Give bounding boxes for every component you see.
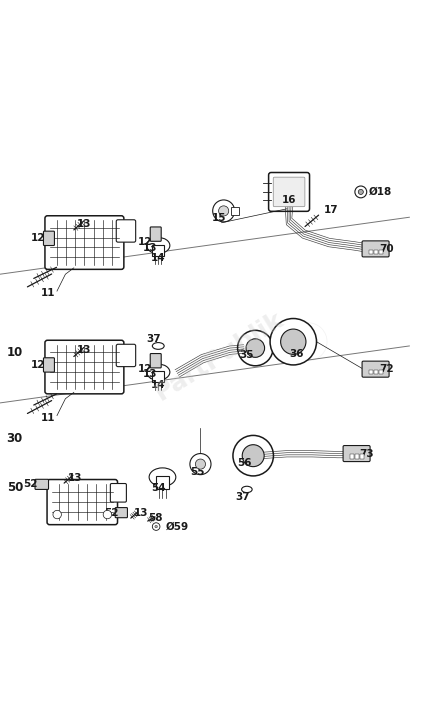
Text: 10: 10: [7, 346, 23, 359]
Circle shape: [213, 200, 235, 222]
FancyBboxPatch shape: [35, 479, 49, 489]
FancyBboxPatch shape: [362, 361, 389, 377]
Circle shape: [155, 525, 157, 528]
Ellipse shape: [147, 364, 170, 380]
Text: 12: 12: [31, 233, 45, 243]
Bar: [350, 454, 354, 458]
FancyBboxPatch shape: [111, 483, 127, 502]
Circle shape: [270, 319, 316, 365]
Ellipse shape: [241, 486, 252, 493]
Text: PartPublik: PartPublik: [151, 307, 288, 406]
Text: 13: 13: [68, 473, 82, 483]
FancyBboxPatch shape: [45, 216, 124, 270]
Text: 11: 11: [41, 413, 56, 423]
Text: 58: 58: [148, 513, 162, 523]
Text: 13: 13: [134, 508, 149, 518]
FancyBboxPatch shape: [343, 446, 370, 461]
FancyBboxPatch shape: [45, 340, 124, 394]
FancyBboxPatch shape: [116, 220, 135, 242]
Text: 52: 52: [23, 479, 38, 489]
Text: Ø59: Ø59: [166, 522, 189, 532]
Text: 37: 37: [147, 334, 161, 344]
Circle shape: [233, 436, 273, 476]
FancyBboxPatch shape: [269, 173, 310, 211]
Circle shape: [358, 190, 363, 195]
FancyBboxPatch shape: [273, 177, 305, 207]
Circle shape: [246, 339, 265, 357]
Bar: [374, 250, 378, 254]
Text: 50: 50: [7, 481, 23, 494]
Text: 37: 37: [235, 492, 250, 502]
Text: 13: 13: [77, 219, 92, 229]
Circle shape: [190, 453, 211, 475]
FancyBboxPatch shape: [150, 354, 161, 368]
Text: 17: 17: [324, 205, 338, 215]
Bar: [152, 245, 164, 256]
FancyBboxPatch shape: [116, 344, 135, 366]
Bar: [374, 370, 378, 374]
Circle shape: [219, 206, 229, 216]
FancyBboxPatch shape: [115, 508, 127, 518]
Text: 30: 30: [7, 432, 23, 446]
Bar: [379, 250, 383, 254]
Bar: [355, 454, 359, 458]
Text: 12: 12: [31, 360, 45, 370]
Ellipse shape: [147, 237, 170, 254]
Text: 55: 55: [190, 467, 205, 477]
Text: 12: 12: [138, 237, 152, 247]
Text: 12: 12: [138, 364, 152, 374]
Circle shape: [281, 329, 306, 354]
Circle shape: [53, 511, 62, 519]
Text: 15: 15: [212, 213, 227, 223]
Text: Ø18: Ø18: [369, 187, 392, 197]
Text: 56: 56: [238, 458, 252, 468]
Text: 14: 14: [151, 253, 165, 263]
Circle shape: [242, 445, 264, 466]
FancyBboxPatch shape: [43, 231, 54, 245]
Bar: [156, 476, 169, 488]
Circle shape: [103, 511, 111, 519]
FancyBboxPatch shape: [47, 480, 117, 525]
Ellipse shape: [149, 468, 176, 486]
Text: 73: 73: [359, 448, 373, 458]
Text: 14: 14: [151, 380, 165, 390]
Circle shape: [238, 330, 273, 366]
Text: 16: 16: [282, 195, 296, 205]
Bar: [369, 250, 373, 254]
Text: 35: 35: [240, 350, 254, 360]
Bar: [152, 371, 164, 382]
Text: 72: 72: [379, 364, 393, 374]
Text: 13: 13: [143, 369, 157, 379]
Text: 70: 70: [379, 244, 393, 254]
Text: 13: 13: [143, 242, 157, 252]
Bar: [379, 370, 383, 374]
Circle shape: [299, 332, 317, 351]
Text: 52: 52: [104, 508, 119, 518]
Circle shape: [152, 523, 160, 530]
FancyBboxPatch shape: [150, 227, 161, 241]
Ellipse shape: [152, 342, 164, 349]
Bar: [231, 207, 239, 215]
Circle shape: [195, 459, 206, 469]
Bar: [369, 370, 373, 374]
Bar: [360, 454, 364, 458]
Text: 11: 11: [41, 288, 56, 298]
Circle shape: [355, 186, 367, 198]
Text: 54: 54: [151, 483, 165, 493]
FancyBboxPatch shape: [362, 241, 389, 257]
Text: 36: 36: [289, 349, 304, 359]
Text: 13: 13: [77, 345, 92, 355]
FancyBboxPatch shape: [43, 358, 54, 372]
